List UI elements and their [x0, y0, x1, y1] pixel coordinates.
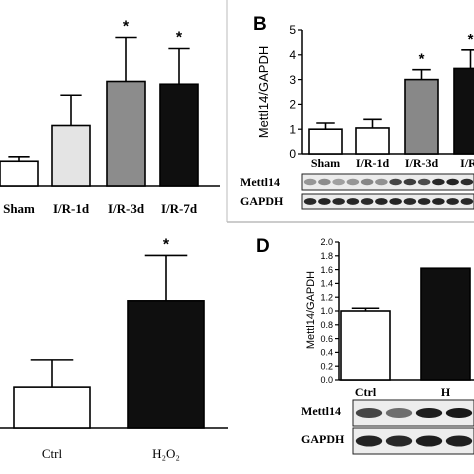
- y-tick-label: 1.6: [320, 265, 333, 275]
- bar: [51, 124, 91, 187]
- blot-band-gapdh: [389, 198, 402, 205]
- category-label: Sham: [311, 156, 340, 170]
- y-axis-label: Mettl14/GAPDH: [256, 46, 271, 138]
- blot-band-mettl14: [303, 178, 317, 186]
- category-label: I/R-1d: [53, 201, 90, 216]
- bar: [340, 310, 391, 381]
- panel-b: 0 1 2 3 4 5 Mettl14/GAPDH Sham I/R-1d * I/R-3d * I/R…: [256, 23, 474, 170]
- panel-letter-b: B: [253, 14, 267, 35]
- significance-star: *: [419, 51, 425, 68]
- category-label: H₂O₂: [152, 446, 180, 461]
- bar: [106, 80, 146, 187]
- bar: [420, 267, 471, 381]
- category-label: I/R-: [460, 156, 474, 170]
- blot-band-mettl14: [460, 178, 474, 186]
- y-tick-label: 0.8: [320, 320, 333, 330]
- blot-label-mettl14-d: Mettl14: [301, 404, 341, 418]
- blot-band-gapdh: [355, 435, 383, 447]
- blot-band-mettl14: [318, 178, 331, 186]
- bar: [404, 78, 439, 155]
- blot-band-mettl14: [415, 408, 443, 418]
- category-label: I/R-1d: [356, 156, 390, 170]
- y-tick-label: 3: [289, 73, 296, 87]
- blot-band-mettl14: [432, 178, 445, 186]
- blot-band-gapdh: [415, 435, 443, 447]
- blot-band-mettl14: [346, 178, 360, 186]
- category-label: H: [441, 385, 451, 399]
- blot-band-mettl14: [446, 178, 459, 186]
- significance-star: *: [123, 19, 130, 36]
- western-blot-d: Mettl14 GAPDH: [301, 399, 474, 455]
- blot-band-gapdh: [417, 198, 431, 205]
- significance-star: *: [468, 31, 474, 48]
- bar: [13, 386, 91, 429]
- blot-band-mettl14: [445, 408, 473, 418]
- blot-band-mettl14: [417, 178, 431, 186]
- western-blot-b: Mettl14 GAPDH: [240, 173, 474, 210]
- blot-band-gapdh: [403, 198, 417, 205]
- blot-band-gapdh: [375, 198, 388, 205]
- category-label: Sham: [3, 201, 35, 216]
- bar: [355, 127, 390, 155]
- blot-band-mettl14: [375, 178, 388, 186]
- bar: [0, 160, 39, 187]
- blot-band-gapdh: [460, 198, 474, 205]
- blot-band-gapdh: [385, 435, 413, 447]
- blot-band-mettl14: [385, 408, 413, 418]
- bar: [127, 300, 205, 429]
- blot-band-gapdh: [346, 198, 360, 205]
- blot-strip-gapdh-b: [301, 193, 474, 210]
- y-tick-label: 4: [289, 48, 296, 62]
- bar: [159, 83, 199, 187]
- y-tick-label: 0: [289, 147, 296, 161]
- category-label: Ctrl: [355, 385, 377, 399]
- category-label: I/R-7d: [161, 201, 198, 216]
- blot-band-gapdh: [446, 198, 459, 205]
- category-label: I/R-3d: [108, 201, 145, 216]
- blot-band-gapdh: [445, 435, 473, 447]
- category-label: I/R-3d: [405, 156, 439, 170]
- y-tick-label: 5: [289, 23, 296, 37]
- y-tick-label: 2: [289, 98, 296, 112]
- blot-band-gapdh: [303, 198, 317, 205]
- category-label: Ctrl: [42, 446, 63, 461]
- blot-band-gapdh: [332, 198, 345, 205]
- blot-band-gapdh: [360, 198, 374, 205]
- blot-label-mettl14-b: Mettl14: [240, 175, 280, 189]
- panel-letter-d: D: [256, 236, 270, 257]
- blot-band-mettl14: [360, 178, 374, 186]
- bar: [453, 67, 474, 155]
- y-axis-label: Mettl14/GAPDH: [305, 271, 317, 349]
- y-tick-label: 1.4: [320, 279, 333, 289]
- blot-band-mettl14: [355, 408, 383, 418]
- y-tick-label: 0.0: [320, 375, 333, 385]
- blot-band-mettl14: [403, 178, 417, 186]
- y-tick-label: 0.2: [320, 361, 333, 371]
- panel-top-left: Sham I/R-1d * I/R-3d * I/R-7d: [0, 19, 220, 216]
- blot-band-mettl14: [389, 178, 402, 186]
- y-tick-label: 1.0: [320, 306, 333, 316]
- y-tick-label: 1.2: [320, 292, 333, 302]
- blot-band-gapdh: [318, 198, 331, 205]
- blot-band-gapdh: [432, 198, 445, 205]
- blot-label-gapdh-d: GAPDH: [301, 432, 345, 446]
- blot-label-gapdh-b: GAPDH: [240, 194, 284, 208]
- y-tick-label: 2.0: [320, 237, 333, 247]
- panel-d: 0.0 0.2 0.4 0.6 0.8 1.0 1.2 1.4 1.6 1.8 2.0 Mettl14…: [305, 237, 474, 399]
- bar: [308, 128, 343, 155]
- panel-bottom-left: Ctrl * H₂O₂: [0, 236, 228, 461]
- significance-star: *: [163, 236, 170, 253]
- blot-strip-mettl14-b: [301, 173, 474, 191]
- blot-band-mettl14: [332, 178, 345, 186]
- y-tick-label: 1: [289, 122, 296, 136]
- significance-star: *: [176, 30, 183, 47]
- y-tick-label: 0.6: [320, 334, 333, 344]
- y-tick-label: 1.8: [320, 251, 333, 261]
- y-tick-label: 0.4: [320, 348, 333, 358]
